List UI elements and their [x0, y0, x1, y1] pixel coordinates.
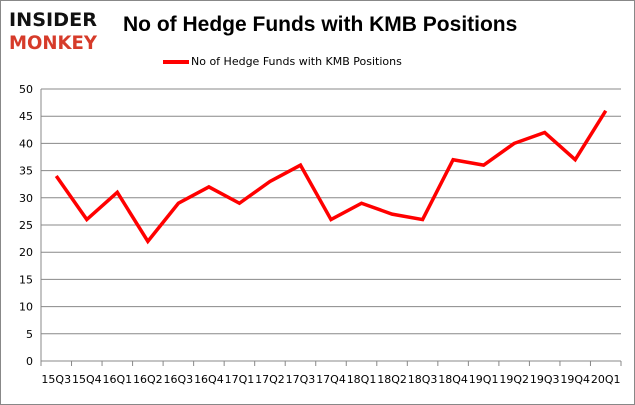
y-tick-label: 50 [19, 83, 33, 96]
x-tick-label: 19Q4 [560, 373, 590, 386]
legend: No of Hedge Funds with KMB Positions [163, 55, 402, 68]
x-tick-label: 19Q1 [469, 373, 499, 386]
x-tick-label: 16Q3 [164, 373, 194, 386]
x-tick-label: 20Q1 [591, 373, 621, 386]
x-tick-label: 17Q2 [255, 373, 285, 386]
x-tick-label: 18Q2 [377, 373, 407, 386]
x-tick-label: 16Q4 [194, 373, 224, 386]
series-line [54, 109, 608, 245]
y-tick-label: 10 [19, 301, 33, 314]
svg-text:MONKEY: MONKEY [9, 32, 97, 51]
y-tick-label: 5 [26, 328, 33, 341]
x-tick-label: 19Q2 [499, 373, 529, 386]
x-tick-label: 16Q2 [133, 373, 163, 386]
y-tick-label: 45 [19, 110, 33, 123]
y-tick-label: 30 [19, 192, 33, 205]
x-tick-label: 17Q4 [316, 373, 346, 386]
y-tick-label: 25 [19, 219, 33, 232]
chart-title: No of Hedge Funds with KMB Positions [123, 13, 518, 36]
y-tick-label: 20 [19, 246, 33, 259]
x-tick-label: 18Q3 [408, 373, 438, 386]
y-tick-label: 40 [19, 137, 33, 150]
svg-text:INSIDER: INSIDER [9, 9, 97, 31]
y-tick-label: 0 [26, 355, 33, 368]
x-tick-label: 15Q3 [41, 373, 71, 386]
x-tick-label: 18Q1 [347, 373, 377, 386]
x-tick-label: 17Q1 [225, 373, 255, 386]
y-tick-label: 15 [19, 273, 33, 286]
x-tick-label: 16Q1 [102, 373, 132, 386]
x-tick-label: 17Q3 [286, 373, 316, 386]
x-tick-label: 19Q3 [530, 373, 560, 386]
insider-monkey-logo: INSIDER MONKEY [9, 9, 97, 51]
legend-swatch [163, 59, 189, 64]
y-tick-label: 35 [19, 165, 33, 178]
x-tick-label: 18Q4 [438, 373, 468, 386]
x-tick-label: 15Q4 [72, 373, 102, 386]
legend-label: No of Hedge Funds with KMB Positions [191, 55, 402, 68]
